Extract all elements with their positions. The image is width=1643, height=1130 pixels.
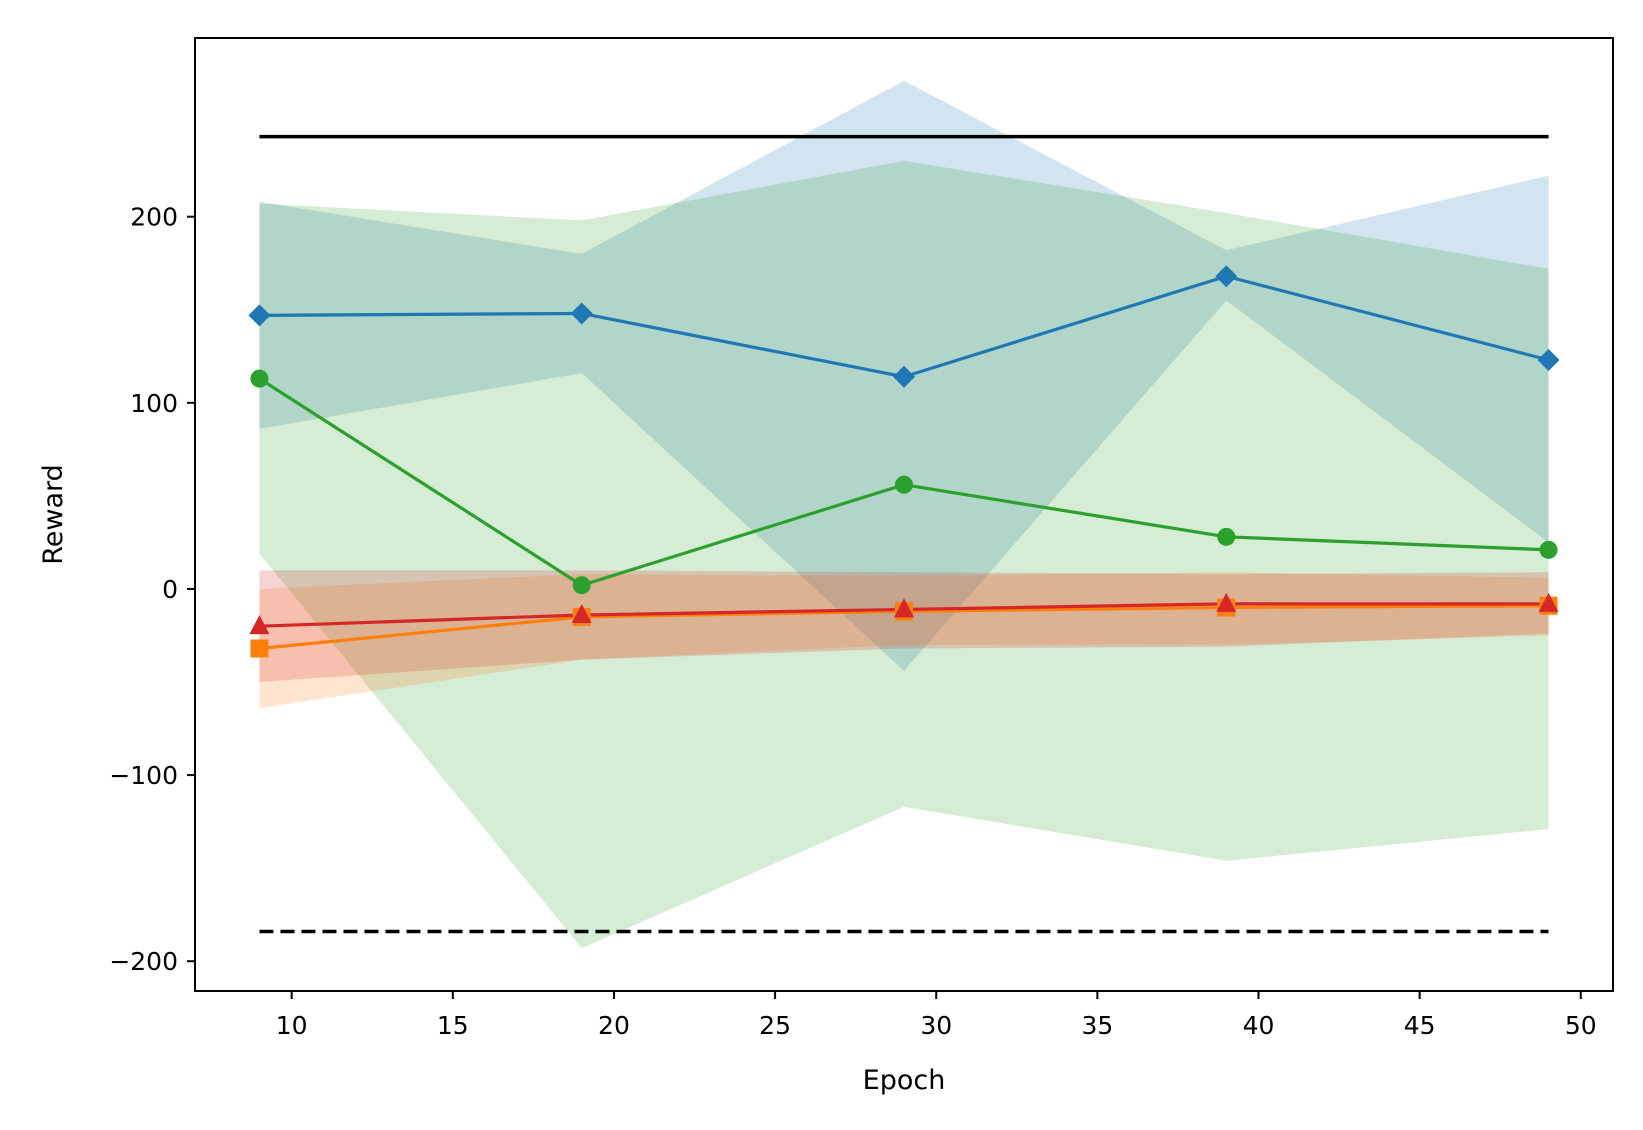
y-tick-label: 0	[162, 575, 178, 604]
red-point	[571, 604, 592, 624]
x-axis-ticks: 10 15 20 25 30 35 40 45 50	[276, 991, 1597, 1040]
y-axis-label: Reward	[38, 464, 69, 565]
green-band	[259, 160, 1549, 949]
red-point	[1216, 592, 1237, 612]
series-markers	[248, 265, 1560, 658]
orange-point	[250, 639, 269, 658]
blue-point	[1537, 349, 1560, 372]
red-point	[1538, 592, 1559, 612]
confidence-bands	[259, 80, 1549, 949]
y-axis-ticks: −200 −100 0 100 200	[109, 203, 195, 976]
x-tick-label: 25	[759, 1011, 791, 1040]
blue-point	[248, 304, 271, 327]
reference-lines	[259, 134, 1549, 934]
y-tick-label: 200	[130, 203, 178, 232]
plot-frame	[194, 37, 1614, 992]
y-tick-label: −200	[109, 947, 178, 976]
blue-point	[570, 302, 593, 325]
x-tick-label: 35	[1081, 1011, 1113, 1040]
x-axis-label: Epoch	[863, 1065, 946, 1096]
blue-point	[1215, 265, 1238, 288]
green-point	[250, 369, 269, 388]
x-tick-label: 30	[920, 1011, 952, 1040]
x-tick-label: 45	[1404, 1011, 1436, 1040]
x-tick-label: 50	[1565, 1011, 1597, 1040]
x-tick-label: 40	[1243, 1011, 1275, 1040]
y-tick-label: 100	[130, 389, 178, 418]
green-point	[572, 576, 591, 595]
green-point	[1217, 527, 1236, 546]
red-point	[249, 615, 270, 635]
blue-point	[893, 365, 915, 388]
green-point	[1539, 540, 1558, 559]
green-point	[895, 475, 913, 494]
x-tick-label: 15	[437, 1011, 469, 1040]
x-tick-label: 10	[276, 1011, 308, 1040]
red-point	[894, 598, 914, 618]
x-tick-label: 20	[598, 1011, 630, 1040]
y-tick-label: −100	[109, 761, 178, 790]
